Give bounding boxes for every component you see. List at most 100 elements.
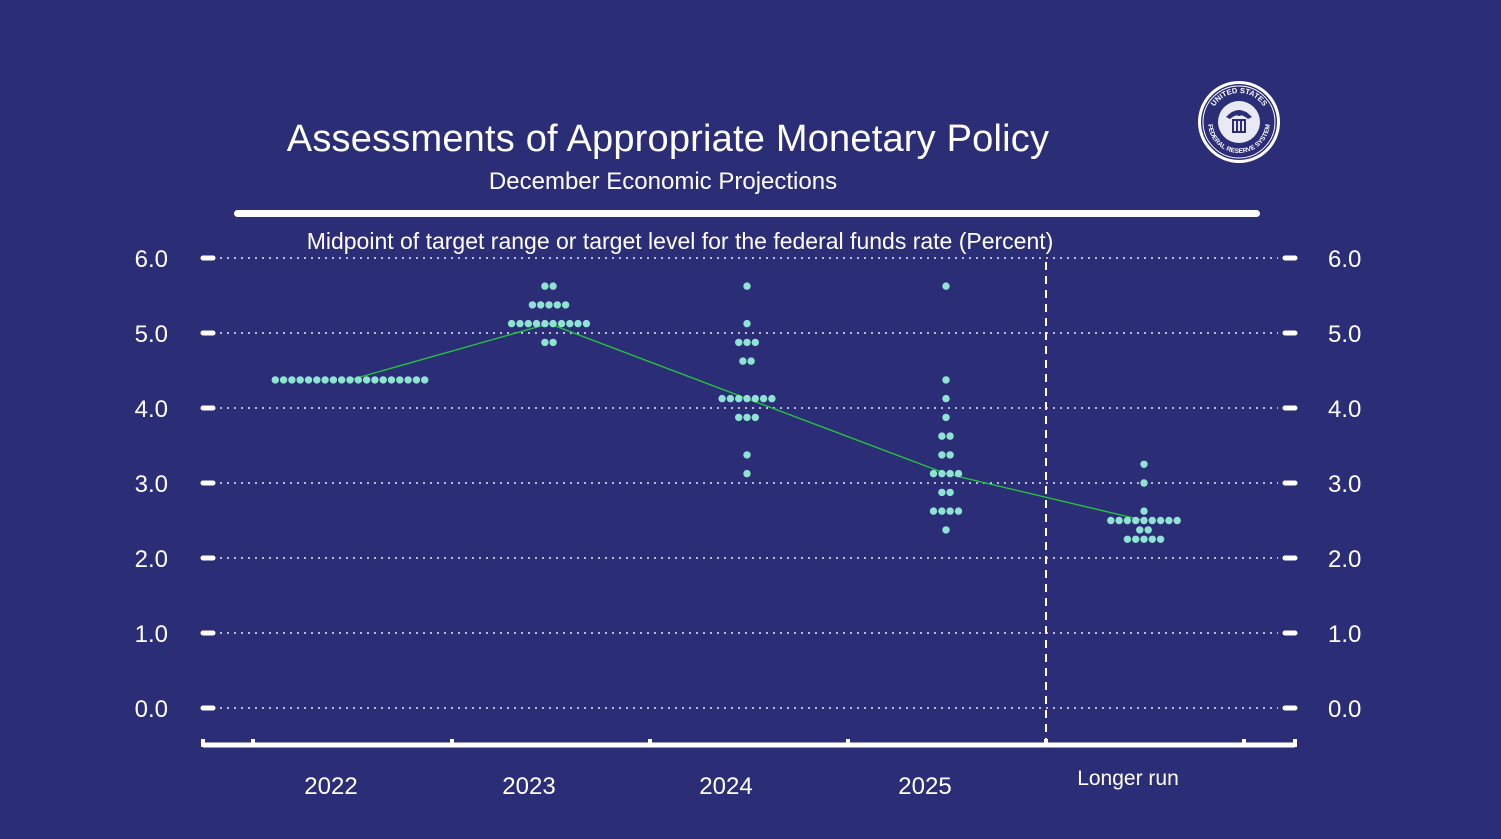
projection-dot — [304, 376, 313, 384]
projection-dot — [1123, 535, 1132, 543]
projection-dot — [545, 301, 553, 309]
projection-dot — [938, 451, 946, 459]
projection-dot — [516, 319, 524, 328]
projection-dot — [1107, 516, 1115, 525]
projection-dot — [938, 469, 946, 478]
projection-dot — [946, 469, 954, 478]
projection-dot — [751, 394, 759, 403]
projection-dot — [1140, 507, 1148, 515]
projection-dot — [942, 413, 950, 422]
projection-dot — [739, 357, 747, 365]
projection-dot — [1140, 460, 1148, 468]
projection-dot — [404, 376, 412, 384]
y-tick-label-right: 5.0 — [1328, 321, 1361, 348]
projection-dot — [561, 301, 570, 309]
projection-dot — [743, 319, 751, 328]
projection-dot — [532, 319, 541, 328]
projection-dot — [743, 282, 751, 290]
projection-dot — [271, 376, 279, 384]
projection-dot — [743, 451, 751, 459]
y-tick-label-left: 3.0 — [135, 471, 168, 498]
y-tick-label-right: 2.0 — [1328, 546, 1361, 573]
projection-dot — [537, 301, 545, 309]
y-tick-label-left: 5.0 — [135, 321, 168, 348]
projection-dot — [1132, 516, 1140, 525]
projection-dot — [329, 376, 338, 384]
projection-dot — [553, 301, 561, 309]
projection-dot — [938, 507, 946, 515]
projection-dot — [288, 376, 296, 384]
projection-dot — [735, 394, 743, 403]
projection-dot — [942, 526, 950, 534]
projection-dot — [387, 376, 396, 384]
x-category-label: 2025 — [898, 773, 951, 800]
projection-dot — [751, 338, 759, 347]
projection-dot — [296, 376, 304, 384]
projection-dot — [507, 319, 516, 328]
projection-dot — [1123, 516, 1132, 525]
projection-dot — [942, 376, 950, 384]
projection-dot — [942, 394, 950, 403]
projection-dot — [1156, 516, 1165, 525]
projection-dot — [747, 357, 755, 365]
projection-dot — [346, 376, 354, 384]
projection-dot — [338, 376, 346, 384]
projection-dot — [541, 319, 549, 328]
projection-dot — [1140, 535, 1148, 543]
x-category-label: Longer run — [1077, 767, 1179, 790]
y-tick-label-right: 3.0 — [1328, 471, 1361, 498]
projection-dot — [412, 376, 421, 384]
projection-dot — [718, 394, 726, 403]
projection-dot — [946, 488, 954, 497]
projection-dot — [938, 432, 946, 440]
y-tick-label-left: 6.0 — [135, 246, 168, 273]
y-tick-label-left: 1.0 — [135, 621, 168, 648]
x-category-label: 2023 — [502, 773, 555, 800]
page-subtitle: December Economic Projections — [488, 168, 838, 195]
projection-dot — [421, 376, 429, 384]
projection-dot — [541, 338, 549, 347]
projection-dot — [1173, 516, 1181, 525]
projection-dot — [768, 394, 776, 403]
projection-dot — [942, 282, 950, 290]
federal-reserve-seal-icon: UNITED STATES FEDERAL RESERVE SYSTEM — [1198, 81, 1280, 163]
projection-dot — [396, 376, 404, 384]
projection-dot — [1144, 526, 1152, 534]
chart-title: Midpoint of target range or target level… — [307, 228, 1054, 254]
projection-dot — [946, 432, 954, 440]
projection-dot — [726, 394, 735, 403]
projection-dot — [549, 338, 557, 347]
projection-dot — [1148, 535, 1157, 543]
y-tick-label-right: 6.0 — [1328, 246, 1361, 273]
x-category-label: 2022 — [304, 773, 357, 800]
title-divider — [234, 210, 1260, 217]
projection-dot — [582, 319, 591, 328]
projection-dot — [954, 507, 963, 515]
projection-dot — [743, 413, 751, 422]
y-tick-label-left: 0.0 — [135, 696, 168, 723]
projection-dot — [549, 282, 557, 290]
projection-dot — [751, 413, 759, 422]
projection-dot — [1132, 535, 1140, 543]
projection-dot — [735, 413, 743, 422]
projection-dot — [1156, 535, 1165, 543]
projection-dot — [1140, 479, 1148, 487]
projection-dot — [354, 376, 362, 384]
page-title: Assessments of Appropriate Monetary Poli… — [286, 118, 1050, 160]
projection-dot — [743, 394, 751, 403]
projection-dot — [549, 319, 557, 328]
projection-dot — [735, 338, 743, 347]
y-tick-label-right: 4.0 — [1328, 396, 1361, 423]
projection-dot — [1140, 516, 1148, 525]
projection-dot — [528, 301, 537, 309]
projection-dot — [321, 376, 329, 384]
y-tick-label-right: 1.0 — [1328, 621, 1361, 648]
projection-dot — [946, 507, 954, 515]
median-line — [349, 322, 1145, 522]
projection-dot — [1148, 516, 1157, 525]
projection-dot — [313, 376, 321, 384]
projection-dot — [379, 376, 387, 384]
y-tick-label-left: 2.0 — [135, 546, 168, 573]
projection-dot — [1115, 516, 1123, 525]
